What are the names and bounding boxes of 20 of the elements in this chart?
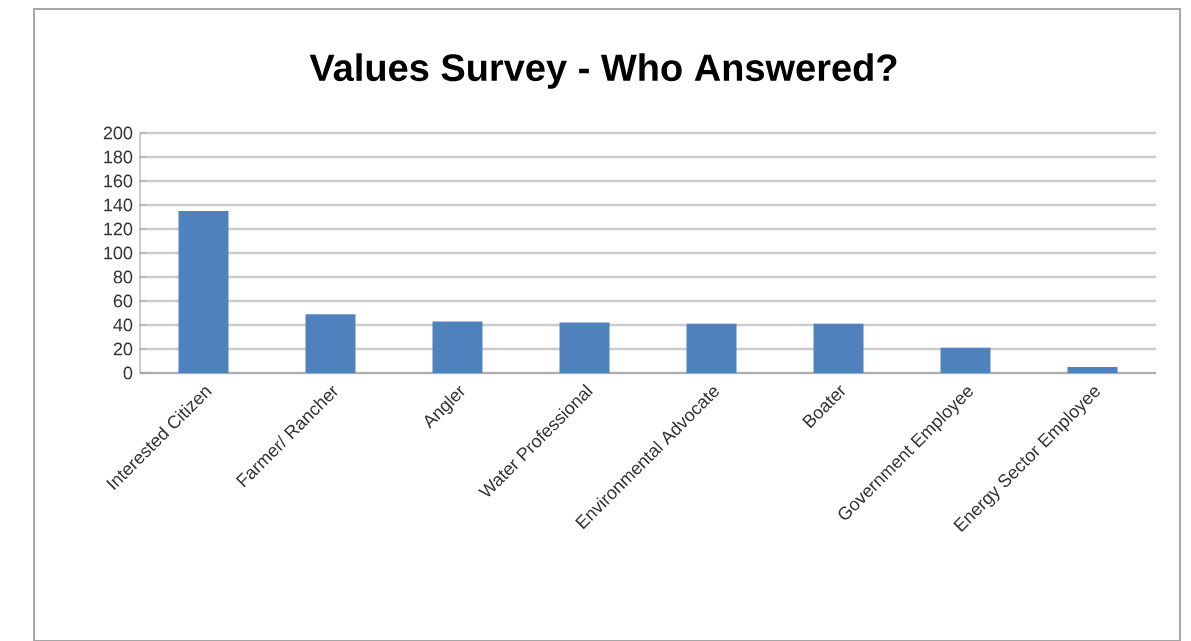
y-tick-label: 140 xyxy=(104,198,133,212)
y-tick-label: 60 xyxy=(113,294,133,308)
y-tick-label: 100 xyxy=(104,246,133,260)
bar xyxy=(559,322,610,373)
y-tick-label: 200 xyxy=(103,126,133,140)
y-tick-label: 180 xyxy=(104,150,133,164)
y-tick-label: 120 xyxy=(104,222,133,236)
bar xyxy=(178,210,229,373)
y-tick-label: 20 xyxy=(113,342,133,356)
bar xyxy=(813,323,864,373)
bar xyxy=(686,323,737,373)
chart-title: Values Survey - Who Answered? xyxy=(309,53,897,89)
bar xyxy=(432,321,483,373)
y-tick-label: 80 xyxy=(113,270,133,284)
bar xyxy=(940,347,991,373)
y-tick-label: 160 xyxy=(104,174,133,188)
bar xyxy=(305,314,356,373)
y-tick-label: 0 xyxy=(123,366,133,380)
y-tick-label: 40 xyxy=(113,318,133,332)
bar xyxy=(1067,366,1118,373)
